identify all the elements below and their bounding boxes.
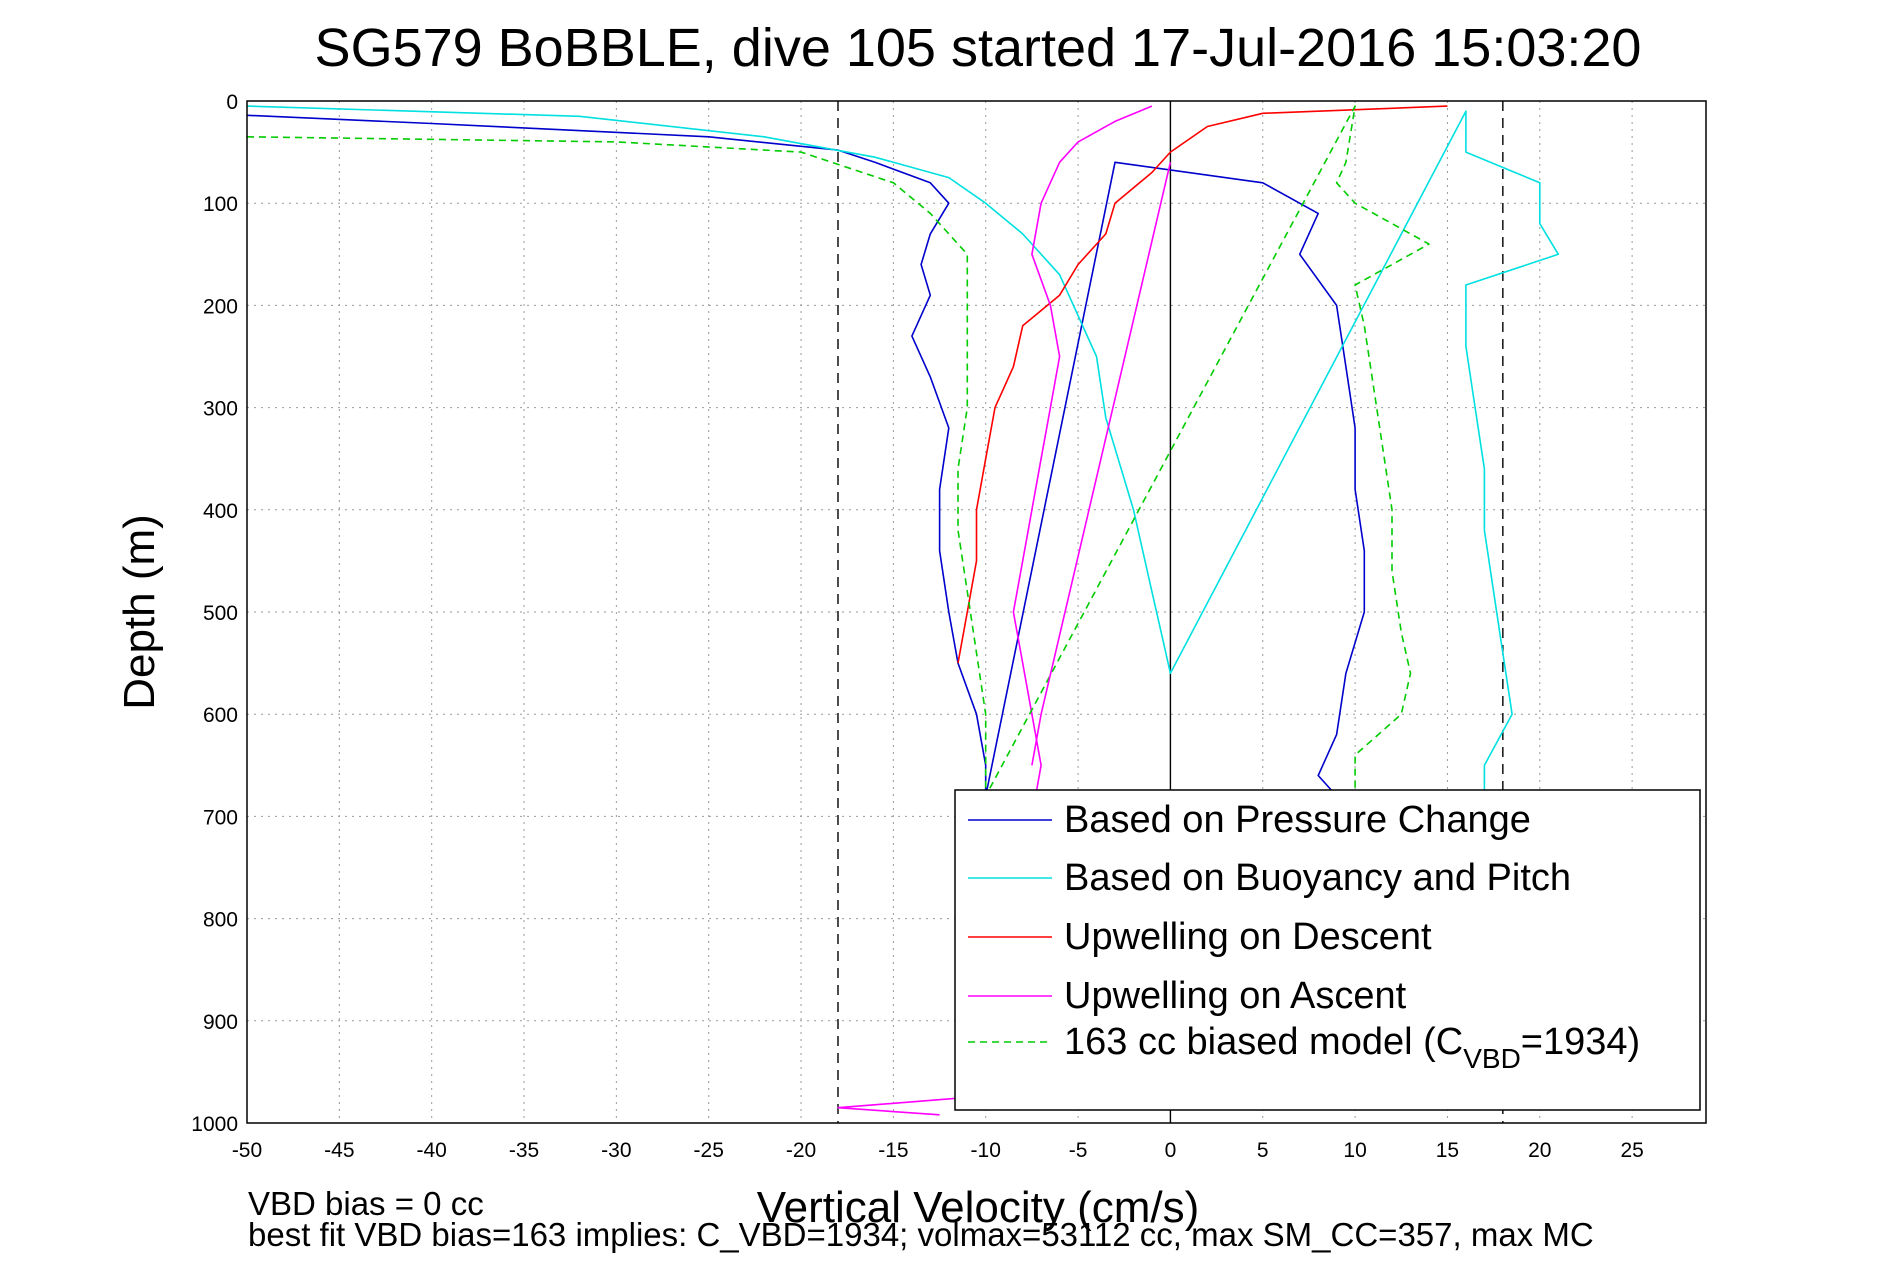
y-tick-labels: 0 100 200 300 400 500 600 700 800 900 1000 — [191, 91, 238, 1136]
x-tick-label: 25 — [1620, 1139, 1643, 1162]
y-tick-label: 0 — [226, 91, 238, 114]
chart-title: SG579 BoBBLE, dive 105 started 17-Jul-20… — [315, 18, 1642, 78]
x-tick-label: -25 — [694, 1139, 724, 1162]
x-tick-label: 20 — [1528, 1139, 1551, 1162]
y-tick-label: 500 — [203, 602, 238, 625]
x-tick-label: 10 — [1343, 1139, 1366, 1162]
x-tick-label: -20 — [786, 1139, 816, 1162]
series-line — [1031, 162, 1172, 766]
series-group — [247, 105, 1560, 1116]
x-axis-label: Vertical Velocity (cm/s) — [757, 1183, 1200, 1232]
y-tick-label: 600 — [203, 704, 238, 727]
y-tick-label: 200 — [203, 295, 238, 318]
legend-label: Upwelling on Ascent — [1064, 975, 1407, 1017]
y-tick-label: 900 — [203, 1011, 238, 1034]
x-tick-label: 5 — [1257, 1139, 1269, 1162]
x-tick-label: -35 — [509, 1139, 539, 1162]
legend-label: 163 cc biased model (CVBD=1934) — [1064, 1021, 1640, 1074]
x-tick-labels: -50 -45 -40 -35 -30 -25 -20 -15 -10 -5 0 5 10 15 20 25 — [232, 1139, 1644, 1162]
legend-label: Upwelling on Descent — [1064, 916, 1432, 958]
y-tick-label: 100 — [203, 193, 238, 216]
y-tick-label: 300 — [203, 398, 238, 421]
x-tick-label: -10 — [971, 1139, 1001, 1162]
series-line — [247, 114, 1366, 797]
series-line — [957, 105, 1448, 664]
legend-label: Based on Buoyancy and Pitch — [1064, 857, 1571, 899]
axes-box — [246, 100, 1707, 1124]
legend-label: Based on Pressure Change — [1064, 799, 1531, 841]
x-tick-label: -5 — [1069, 1139, 1088, 1162]
footer-vbd-bias: VBD bias = 0 cc — [248, 1185, 484, 1222]
x-tick-label: -30 — [601, 1139, 631, 1162]
x-tick-label: -50 — [232, 1139, 262, 1162]
series-line — [247, 105, 1430, 797]
legend-box — [954, 789, 1701, 1111]
legend: Based on Pressure Change Based on Buoyanc… — [954, 789, 1701, 1111]
y-tick-label: 400 — [203, 500, 238, 523]
series-line — [247, 105, 1560, 796]
footer-best-fit: best fit VBD bias=163 implies: C_VBD=193… — [248, 1216, 1594, 1253]
x-tick-label: -40 — [417, 1139, 447, 1162]
x-tick-label: -15 — [878, 1139, 908, 1162]
y-tick-label: 1000 — [191, 1113, 238, 1136]
y-axis-label: Depth (m) — [115, 514, 164, 710]
x-tick-label: -45 — [324, 1139, 354, 1162]
x-tick-label: 15 — [1436, 1139, 1459, 1162]
x-tick-label: 0 — [1165, 1139, 1177, 1162]
y-tick-label: 700 — [203, 806, 238, 829]
y-tick-label: 800 — [203, 909, 238, 932]
